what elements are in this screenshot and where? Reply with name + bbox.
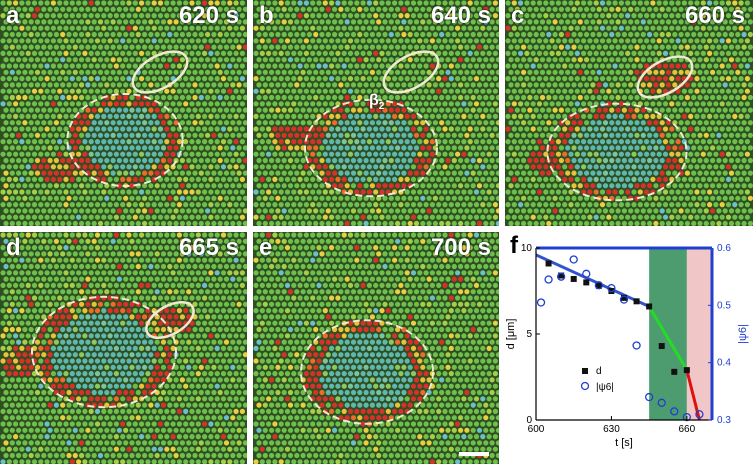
y-right-tick-label: 0.6	[717, 243, 731, 254]
y-left-tick-label: 5	[526, 329, 532, 340]
point-d	[571, 276, 577, 282]
shaded-region-1	[649, 248, 687, 420]
legend-psi6-label: |ψ6|	[596, 382, 614, 393]
y-left-axis-label: d [μm]	[505, 319, 517, 350]
shaded-region-2	[687, 248, 712, 420]
panel-c-time: 660 s	[685, 2, 745, 30]
micrograph-a	[0, 0, 247, 226]
panel-d: d 665 s	[0, 232, 247, 464]
panel-c-label: c	[511, 2, 524, 30]
y-left-tick-label: 0	[526, 415, 532, 426]
panel-e-time: 700 s	[431, 234, 491, 262]
point-d	[671, 369, 677, 375]
point-psi6	[538, 299, 545, 306]
point-psi6	[545, 276, 552, 283]
point-psi6	[633, 342, 640, 349]
panel-a: a 620 s	[0, 0, 247, 226]
point-d	[646, 303, 652, 309]
y-right-tick-label: 0.4	[717, 358, 731, 369]
point-d	[634, 298, 640, 304]
x-tick-label: 630	[603, 424, 620, 435]
y-right-axis-label: |ψ6|	[737, 324, 749, 344]
x-tick-label: 660	[679, 424, 696, 435]
point-d	[583, 279, 589, 285]
point-d	[659, 343, 665, 349]
scale-bar	[459, 452, 489, 456]
panel-d-label: d	[6, 234, 21, 262]
y-right-tick-label: 0.5	[717, 300, 731, 311]
panel-d-time: 665 s	[179, 234, 239, 262]
beta-annotation: β2	[369, 92, 384, 112]
x-axis-label: t [s]	[615, 437, 633, 449]
y-left-tick-label: 10	[521, 243, 533, 254]
micrograph-c	[505, 0, 753, 226]
panel-b-time: 640 s	[431, 2, 491, 30]
panel-e-label: e	[259, 234, 272, 262]
panel-b-label: b	[259, 2, 274, 30]
point-d	[684, 367, 690, 373]
y-right-tick-label: 0.3	[717, 415, 731, 426]
panel-e: e 700 s	[253, 232, 499, 464]
point-d	[546, 260, 552, 266]
panel-b: b 640 s β2	[253, 0, 499, 226]
fit-line-1	[536, 255, 649, 307]
micrograph-b	[253, 0, 499, 226]
beta-subscript: 2	[379, 101, 385, 112]
legend-psi6-marker	[582, 383, 589, 390]
legend-d-label: d	[596, 366, 602, 377]
panel-a-time: 620 s	[179, 2, 239, 30]
panel-c: c 660 s	[505, 0, 753, 226]
point-psi6	[570, 256, 577, 263]
legend-d-marker	[582, 368, 588, 374]
panel-f-label: f	[510, 232, 518, 260]
panel-a-label: a	[6, 2, 19, 30]
micrograph-e	[253, 232, 499, 464]
micrograph-d	[0, 232, 247, 464]
